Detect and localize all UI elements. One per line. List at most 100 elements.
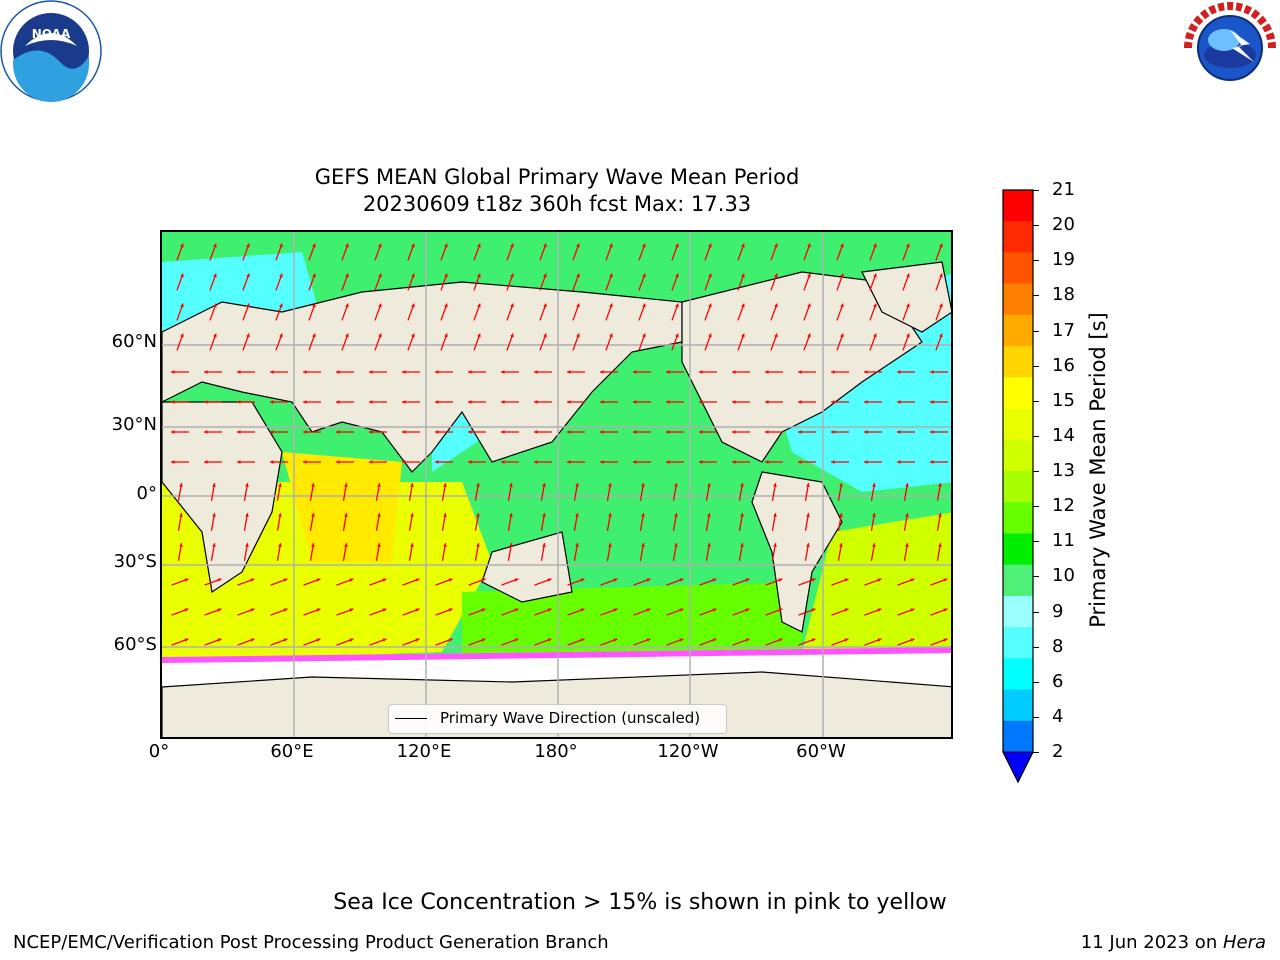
wave-arrow-head	[237, 370, 241, 374]
wave-arrow-head	[279, 333, 283, 338]
wave-arrow-head	[575, 483, 579, 487]
wave-arrow-head	[567, 460, 571, 464]
wave-arrow-head	[435, 430, 439, 434]
colorbar-tick-label: 11	[1052, 530, 1075, 552]
colorbar-segment	[1003, 533, 1033, 566]
wave-arrow-head	[741, 303, 745, 308]
wave-arrow-head	[732, 460, 736, 464]
colorbar-segment	[1003, 377, 1033, 410]
wave-arrow-head	[707, 543, 711, 547]
wave-arrow-head	[943, 608, 948, 612]
wave-arrow-head	[415, 608, 420, 612]
wave-arrow-head	[312, 273, 316, 278]
x-tick-label: 60°E	[270, 741, 314, 762]
wave-arrow-head	[378, 303, 382, 308]
wave-arrow-head	[444, 273, 448, 278]
wave-arrow-head	[378, 273, 382, 278]
wave-arrow-head	[930, 400, 934, 404]
wave-arrow-head	[477, 303, 481, 308]
wave-arrow-head	[204, 460, 208, 464]
wave-direction-arrows	[171, 243, 948, 646]
wave-arrow-head	[468, 370, 472, 374]
wave-arrow-head	[905, 483, 909, 487]
wave-arrow-head	[774, 243, 778, 248]
wave-arrow-head	[600, 400, 604, 404]
wave-arrow-head	[246, 273, 250, 278]
wave-arrow-head	[316, 608, 321, 612]
wave-arrow-head	[443, 513, 447, 517]
chart-title: GEFS MEAN Global Primary Wave Mean Perio…	[314, 165, 800, 189]
wave-arrow-head	[864, 370, 868, 374]
wave-arrow-head	[897, 400, 901, 404]
wave-arrow-head	[283, 608, 288, 612]
wave-arrow-head	[443, 543, 447, 547]
wave-arrow-head	[840, 303, 844, 308]
wave-arrow-head	[873, 243, 877, 248]
noaa-logo: NOAA	[0, 0, 102, 102]
wave-arrow-head	[864, 400, 868, 404]
wave-arrow-head	[575, 513, 579, 517]
wave-arrow-head	[642, 303, 646, 308]
wave-arrow-head	[938, 513, 942, 517]
colorbar-segment	[1003, 689, 1033, 722]
wave-arrow-head	[410, 543, 414, 547]
colorbar-tick	[1033, 295, 1039, 297]
wave-arrow-head	[732, 370, 736, 374]
wave-arrow-head	[270, 400, 274, 404]
colorbar-tick	[1033, 541, 1039, 543]
wave-arrow-head	[382, 638, 387, 642]
wave-arrow-head	[279, 303, 283, 308]
colorbar	[1002, 189, 1034, 784]
wave-arrow-head	[204, 430, 208, 434]
wave-arrow-head	[278, 543, 282, 547]
wave-arrow-head	[864, 430, 868, 434]
wave-arrow-head	[633, 460, 637, 464]
wave-arrow-head	[939, 273, 943, 278]
wave-arrow-head	[501, 430, 505, 434]
wave-arrow-head	[741, 243, 745, 248]
wave-arrow-head	[481, 578, 486, 582]
wave-arrow-head	[641, 483, 645, 487]
wave-arrow-head	[807, 333, 811, 338]
wave-arrow-head	[481, 608, 486, 612]
wave-arrow-head	[171, 370, 175, 374]
wave-arrow-head	[745, 578, 750, 582]
wave-arrow-head	[633, 400, 637, 404]
wave-arrow-head	[567, 430, 571, 434]
colorbar-tick	[1033, 330, 1039, 332]
wave-arrow-head	[543, 333, 547, 338]
wave-arrow-head	[411, 273, 415, 278]
wave-arrow-head	[217, 638, 222, 642]
wave-arrow-head	[674, 483, 678, 487]
colorbar-segment	[1003, 346, 1033, 378]
wave-arrow-head	[344, 513, 348, 517]
wave-arrow-head	[839, 543, 843, 547]
wave-arrow-head	[905, 513, 909, 517]
wave-arrow-head	[336, 400, 340, 404]
wave-arrow-head	[740, 543, 744, 547]
wave-arrow-head	[303, 430, 307, 434]
wave-arrow-head	[609, 273, 613, 278]
wave-arrow-head	[905, 543, 909, 547]
land	[162, 261, 951, 737]
wave-arrow-head	[897, 370, 901, 374]
wave-arrow-head	[402, 460, 406, 464]
wave-arrow-head	[773, 513, 777, 517]
wave-arrow-head	[349, 578, 354, 582]
wave-arrow-head	[910, 608, 915, 612]
wave-arrow-head	[534, 430, 538, 434]
wave-arrow-head	[344, 483, 348, 487]
wave-arrow-head	[501, 370, 505, 374]
wave-arrow-head	[378, 333, 382, 338]
wave-arrow-head	[741, 333, 745, 338]
wave-arrow-head	[410, 483, 414, 487]
wave-arrow-head	[765, 370, 769, 374]
map-legend: Primary Wave Direction (unscaled)	[388, 704, 727, 734]
wave-arrow-head	[279, 243, 283, 248]
colorbar-tick	[1033, 365, 1039, 367]
wave-arrow-head	[237, 460, 241, 464]
colorbar-tick	[1033, 611, 1039, 613]
wave-arrow-head	[382, 578, 387, 582]
ocean-region	[462, 582, 802, 662]
wave-arrow-head	[778, 638, 783, 642]
